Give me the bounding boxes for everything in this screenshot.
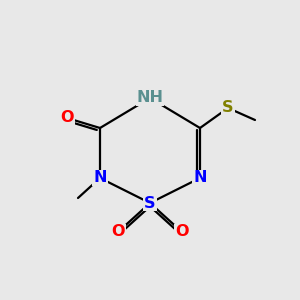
Text: N: N <box>93 170 107 185</box>
Text: S: S <box>222 100 234 116</box>
Text: O: O <box>60 110 74 125</box>
Text: N: N <box>193 170 207 185</box>
Text: O: O <box>175 224 189 239</box>
Text: O: O <box>111 224 125 239</box>
Text: S: S <box>144 196 156 211</box>
Text: NH: NH <box>136 91 164 106</box>
